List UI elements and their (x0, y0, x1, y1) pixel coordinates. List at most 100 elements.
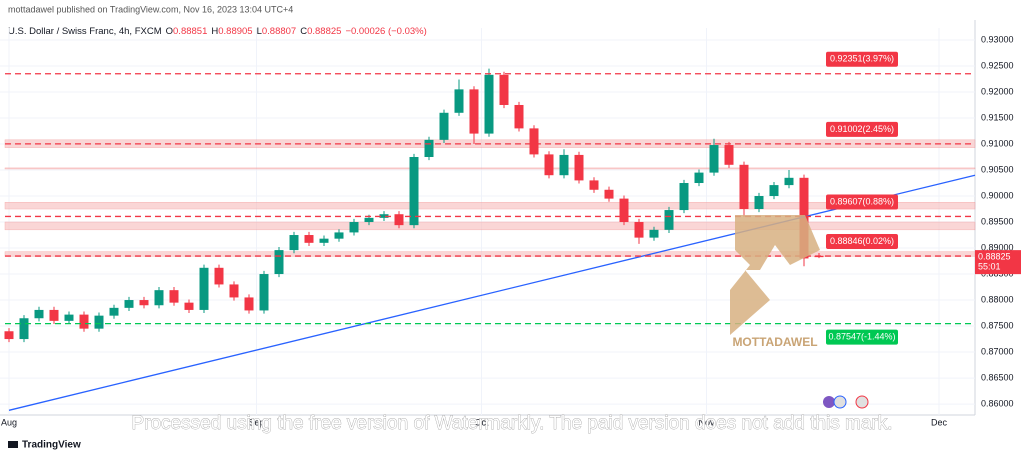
logo-text: MOTTADAWEL (732, 335, 817, 349)
candle-body (544, 154, 554, 176)
ohlc-value: 0.88825 (307, 26, 341, 37)
candle-body (724, 145, 734, 165)
y-tick-label: 0.93000 (981, 34, 1014, 44)
y-tick-label: 0.89500 (981, 216, 1014, 226)
zone (4, 167, 976, 170)
candle-body (19, 318, 29, 340)
y-tick-label: 0.88000 (981, 294, 1014, 304)
candle-body (364, 217, 374, 223)
candle-body (784, 177, 794, 186)
candle-body (559, 154, 569, 176)
candle-body (499, 74, 509, 105)
level-label: 0.91002(2.45%) (830, 124, 894, 134)
tv-logo (8, 441, 18, 448)
plot: Aug Sep Oct Nov Dec 0.92351(3.97%) 0.91002(2.4… (0, 28, 976, 427)
candle-body (694, 172, 704, 184)
candle-body (244, 297, 254, 311)
candle-body (79, 314, 89, 329)
countdown: 55:01 (978, 262, 1001, 272)
level-label-box (826, 51, 898, 67)
y-tick-label: 0.87500 (981, 320, 1014, 330)
candle-body (334, 232, 344, 239)
candle-body (529, 128, 539, 155)
candle-body (214, 267, 224, 285)
level-label-box (826, 329, 898, 345)
zone (4, 221, 976, 231)
candle-body (664, 210, 674, 230)
candle-body (274, 250, 284, 275)
badge (833, 395, 847, 409)
level-label: 0.92351(3.97%) (830, 54, 894, 64)
candle-body (439, 112, 449, 140)
y-tick-label: 0.92500 (981, 60, 1014, 70)
candle-body (229, 284, 239, 298)
candle-body (634, 222, 644, 238)
x-tick-label: Aug (1, 417, 17, 427)
candle-body (679, 183, 689, 211)
candle-body (34, 309, 44, 319)
candle-body (4, 331, 14, 340)
candle-body (184, 302, 194, 310)
x-tick-label: Nov (698, 417, 715, 427)
candle-body (394, 214, 404, 226)
y-tick-label: 0.91500 (981, 112, 1014, 122)
candle-body (259, 274, 269, 311)
y-tick-label: 0.91000 (981, 138, 1014, 148)
zone (4, 202, 976, 210)
y-tick-label: 0.90500 (981, 164, 1014, 174)
level-label: 0.89607(0.88%) (830, 196, 894, 206)
chart-title: U.S. Dollar / Swiss Franc, 4h, FXCM (8, 26, 162, 37)
candle-body (64, 314, 74, 321)
ohlc-prefix: H (211, 26, 218, 37)
candle-body (739, 164, 749, 210)
y-tick-label: 0.87000 (981, 346, 1014, 356)
symbol-line: U.S. Dollar / Swiss Franc, 4h, FXCM O0.88… (8, 26, 427, 37)
candle-body (199, 267, 209, 310)
candle-body (409, 157, 419, 226)
y-tick-label: 0.92000 (981, 86, 1014, 96)
x-tick-label: Oct (474, 417, 489, 427)
candle-body (574, 154, 584, 181)
candle-body (604, 189, 614, 199)
level-label: 0.88846(0.02%) (830, 236, 894, 246)
level-label: 0.87547(-1.44%) (828, 331, 895, 341)
logo-shape (730, 215, 820, 335)
candle-body (619, 198, 629, 223)
candle-body (709, 145, 719, 173)
candle-body (169, 290, 179, 303)
candle-body (769, 185, 779, 197)
candle-body (109, 307, 119, 316)
candle-body (124, 300, 134, 308)
x-tick-label: Dec (931, 417, 948, 427)
y-tick-label: 0.86500 (981, 372, 1014, 382)
candle-body (469, 89, 479, 134)
header: mottadawel published on TradingView.com,… (8, 4, 293, 14)
candle-body (514, 104, 524, 129)
price-tag (975, 250, 1021, 275)
ohlc-prefix: L (257, 26, 262, 37)
footer: TradingView (22, 440, 81, 451)
trendline (8, 174, 976, 411)
x-tick-label: Sep (248, 417, 264, 427)
candle-body (289, 235, 299, 251)
watermark: Processed using the free version of Wate… (131, 413, 892, 434)
badge (855, 395, 869, 409)
candle-body (424, 139, 434, 157)
change: −0.00026 (−0.03%) (345, 26, 426, 37)
candle-body (49, 309, 59, 321)
candle-body (349, 222, 359, 233)
candle-body (379, 214, 389, 218)
y-tick-label: 0.89000 (981, 242, 1014, 252)
level-label-box (826, 121, 898, 137)
ohlc-value: 0.88905 (218, 26, 252, 37)
badge (823, 396, 835, 408)
level-label-box (826, 194, 898, 210)
candle-body (589, 180, 599, 190)
y-tick-label: 0.86000 (981, 398, 1014, 408)
y-tick-label: 0.90000 (981, 190, 1014, 200)
candle-body (319, 238, 329, 243)
ohlc-prefix: C (300, 26, 307, 37)
candle-body (649, 229, 659, 238)
